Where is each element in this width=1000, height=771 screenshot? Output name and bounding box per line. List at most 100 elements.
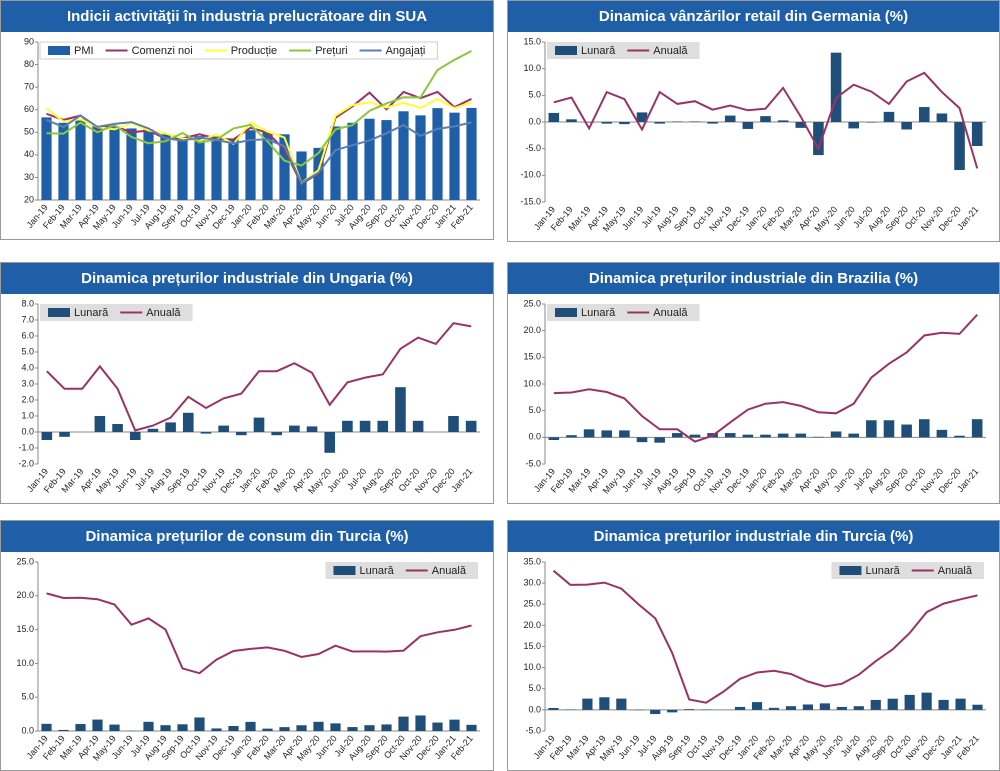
bar xyxy=(883,111,895,122)
bar xyxy=(887,698,898,710)
y-tick-label: 40 xyxy=(24,149,34,159)
bar xyxy=(448,416,459,432)
y-tick-label: 0.0 xyxy=(21,725,34,735)
legend-label: PMI xyxy=(74,45,94,57)
y-tick-label: 20 xyxy=(24,194,34,204)
y-tick-label: 0.0 xyxy=(21,426,34,436)
y-tick-label: -15.0 xyxy=(520,196,541,206)
bar xyxy=(724,433,736,438)
y-tick-label: 20.0 xyxy=(16,590,34,600)
bar xyxy=(904,694,915,710)
bar xyxy=(883,420,895,438)
bar xyxy=(415,715,426,731)
bar xyxy=(228,138,239,200)
chart-panel: Dinamica prețurilor industriale din Unga… xyxy=(0,262,494,504)
legend-swatch xyxy=(839,566,862,575)
line-series xyxy=(553,314,978,443)
y-tick-label: 35.0 xyxy=(523,556,541,566)
legend-label: Lunară xyxy=(581,307,616,319)
y-tick-label: 25.0 xyxy=(16,556,34,566)
legend-label: Anuală xyxy=(653,45,688,57)
chart-panel: Dinamica vânzărilor retail din Germania … xyxy=(507,0,1000,242)
panel-border xyxy=(0,520,494,771)
bar xyxy=(918,107,930,122)
panel-border xyxy=(507,0,1000,242)
bar xyxy=(75,724,86,731)
bar xyxy=(381,724,392,731)
legend-label: Anuală xyxy=(653,307,688,319)
legend-label: Lunară xyxy=(581,45,616,57)
chart-title: Dinamica prețurilor de consum din Turcia… xyxy=(85,528,408,545)
y-tick-label: 15.0 xyxy=(16,624,34,634)
bar xyxy=(182,412,194,432)
bar xyxy=(364,118,375,200)
bar xyxy=(449,112,460,200)
bar xyxy=(218,425,229,432)
bar xyxy=(330,126,341,200)
bar xyxy=(398,111,409,200)
bar xyxy=(830,52,842,122)
line-series xyxy=(46,592,472,675)
y-tick-label: -1.0 xyxy=(18,442,34,452)
bar xyxy=(954,435,965,438)
y-tick-label: 20.0 xyxy=(523,325,541,335)
y-tick-label: 15.0 xyxy=(523,352,541,362)
legend: Lunară Anuală xyxy=(547,304,700,321)
bar xyxy=(724,115,736,122)
bar xyxy=(236,432,247,436)
bar xyxy=(785,706,797,710)
bar xyxy=(848,122,859,129)
bar xyxy=(279,134,290,200)
y-tick-label: 50 xyxy=(24,127,34,137)
bar xyxy=(449,719,460,731)
panel-border xyxy=(507,262,1000,504)
legend: PMI Comenzi noi Producție Prețuri Angajați xyxy=(39,41,438,60)
legend-label: Lunară xyxy=(74,307,109,319)
bar xyxy=(253,417,265,432)
bar xyxy=(583,122,595,123)
panel-header xyxy=(508,1,999,32)
line-series xyxy=(45,97,472,185)
bar xyxy=(381,120,392,200)
legend-box xyxy=(40,304,193,321)
bar xyxy=(802,704,813,710)
y-tick-label: 90 xyxy=(24,36,34,46)
bar xyxy=(830,431,842,438)
y-tick-label: 25.0 xyxy=(523,298,541,308)
legend-box xyxy=(547,42,700,59)
bar xyxy=(566,119,577,122)
bar xyxy=(296,151,307,200)
bar xyxy=(972,704,983,710)
bar xyxy=(177,137,188,200)
line-series xyxy=(46,50,472,167)
legend-label: Lunară xyxy=(359,565,394,577)
bar xyxy=(672,121,683,122)
legend-box xyxy=(39,41,438,60)
bar xyxy=(279,727,290,731)
bar xyxy=(848,433,859,438)
y-tick-label: 15.0 xyxy=(523,641,541,651)
chart-title: Dinamica prețurilor industriale din Unga… xyxy=(81,270,413,287)
bar xyxy=(583,429,595,438)
y-tick-label: 25.0 xyxy=(523,599,541,609)
bar xyxy=(667,709,678,713)
bar xyxy=(971,122,983,146)
bar xyxy=(599,697,610,710)
legend-label: Anuală xyxy=(432,565,467,577)
bar xyxy=(901,122,912,130)
bar xyxy=(936,113,948,122)
line-series xyxy=(552,569,978,704)
bar xyxy=(751,702,763,710)
bar xyxy=(306,426,318,432)
legend-label: Comenzi noi xyxy=(132,45,193,57)
y-tick-label: 7.0 xyxy=(21,314,34,324)
panel-border xyxy=(507,520,1000,771)
bar xyxy=(672,433,683,438)
bar xyxy=(921,692,932,710)
bar xyxy=(126,128,137,200)
legend: Lunară Anuală xyxy=(40,304,193,321)
bar xyxy=(619,122,630,125)
bar xyxy=(75,120,86,200)
panel-border xyxy=(0,262,494,504)
